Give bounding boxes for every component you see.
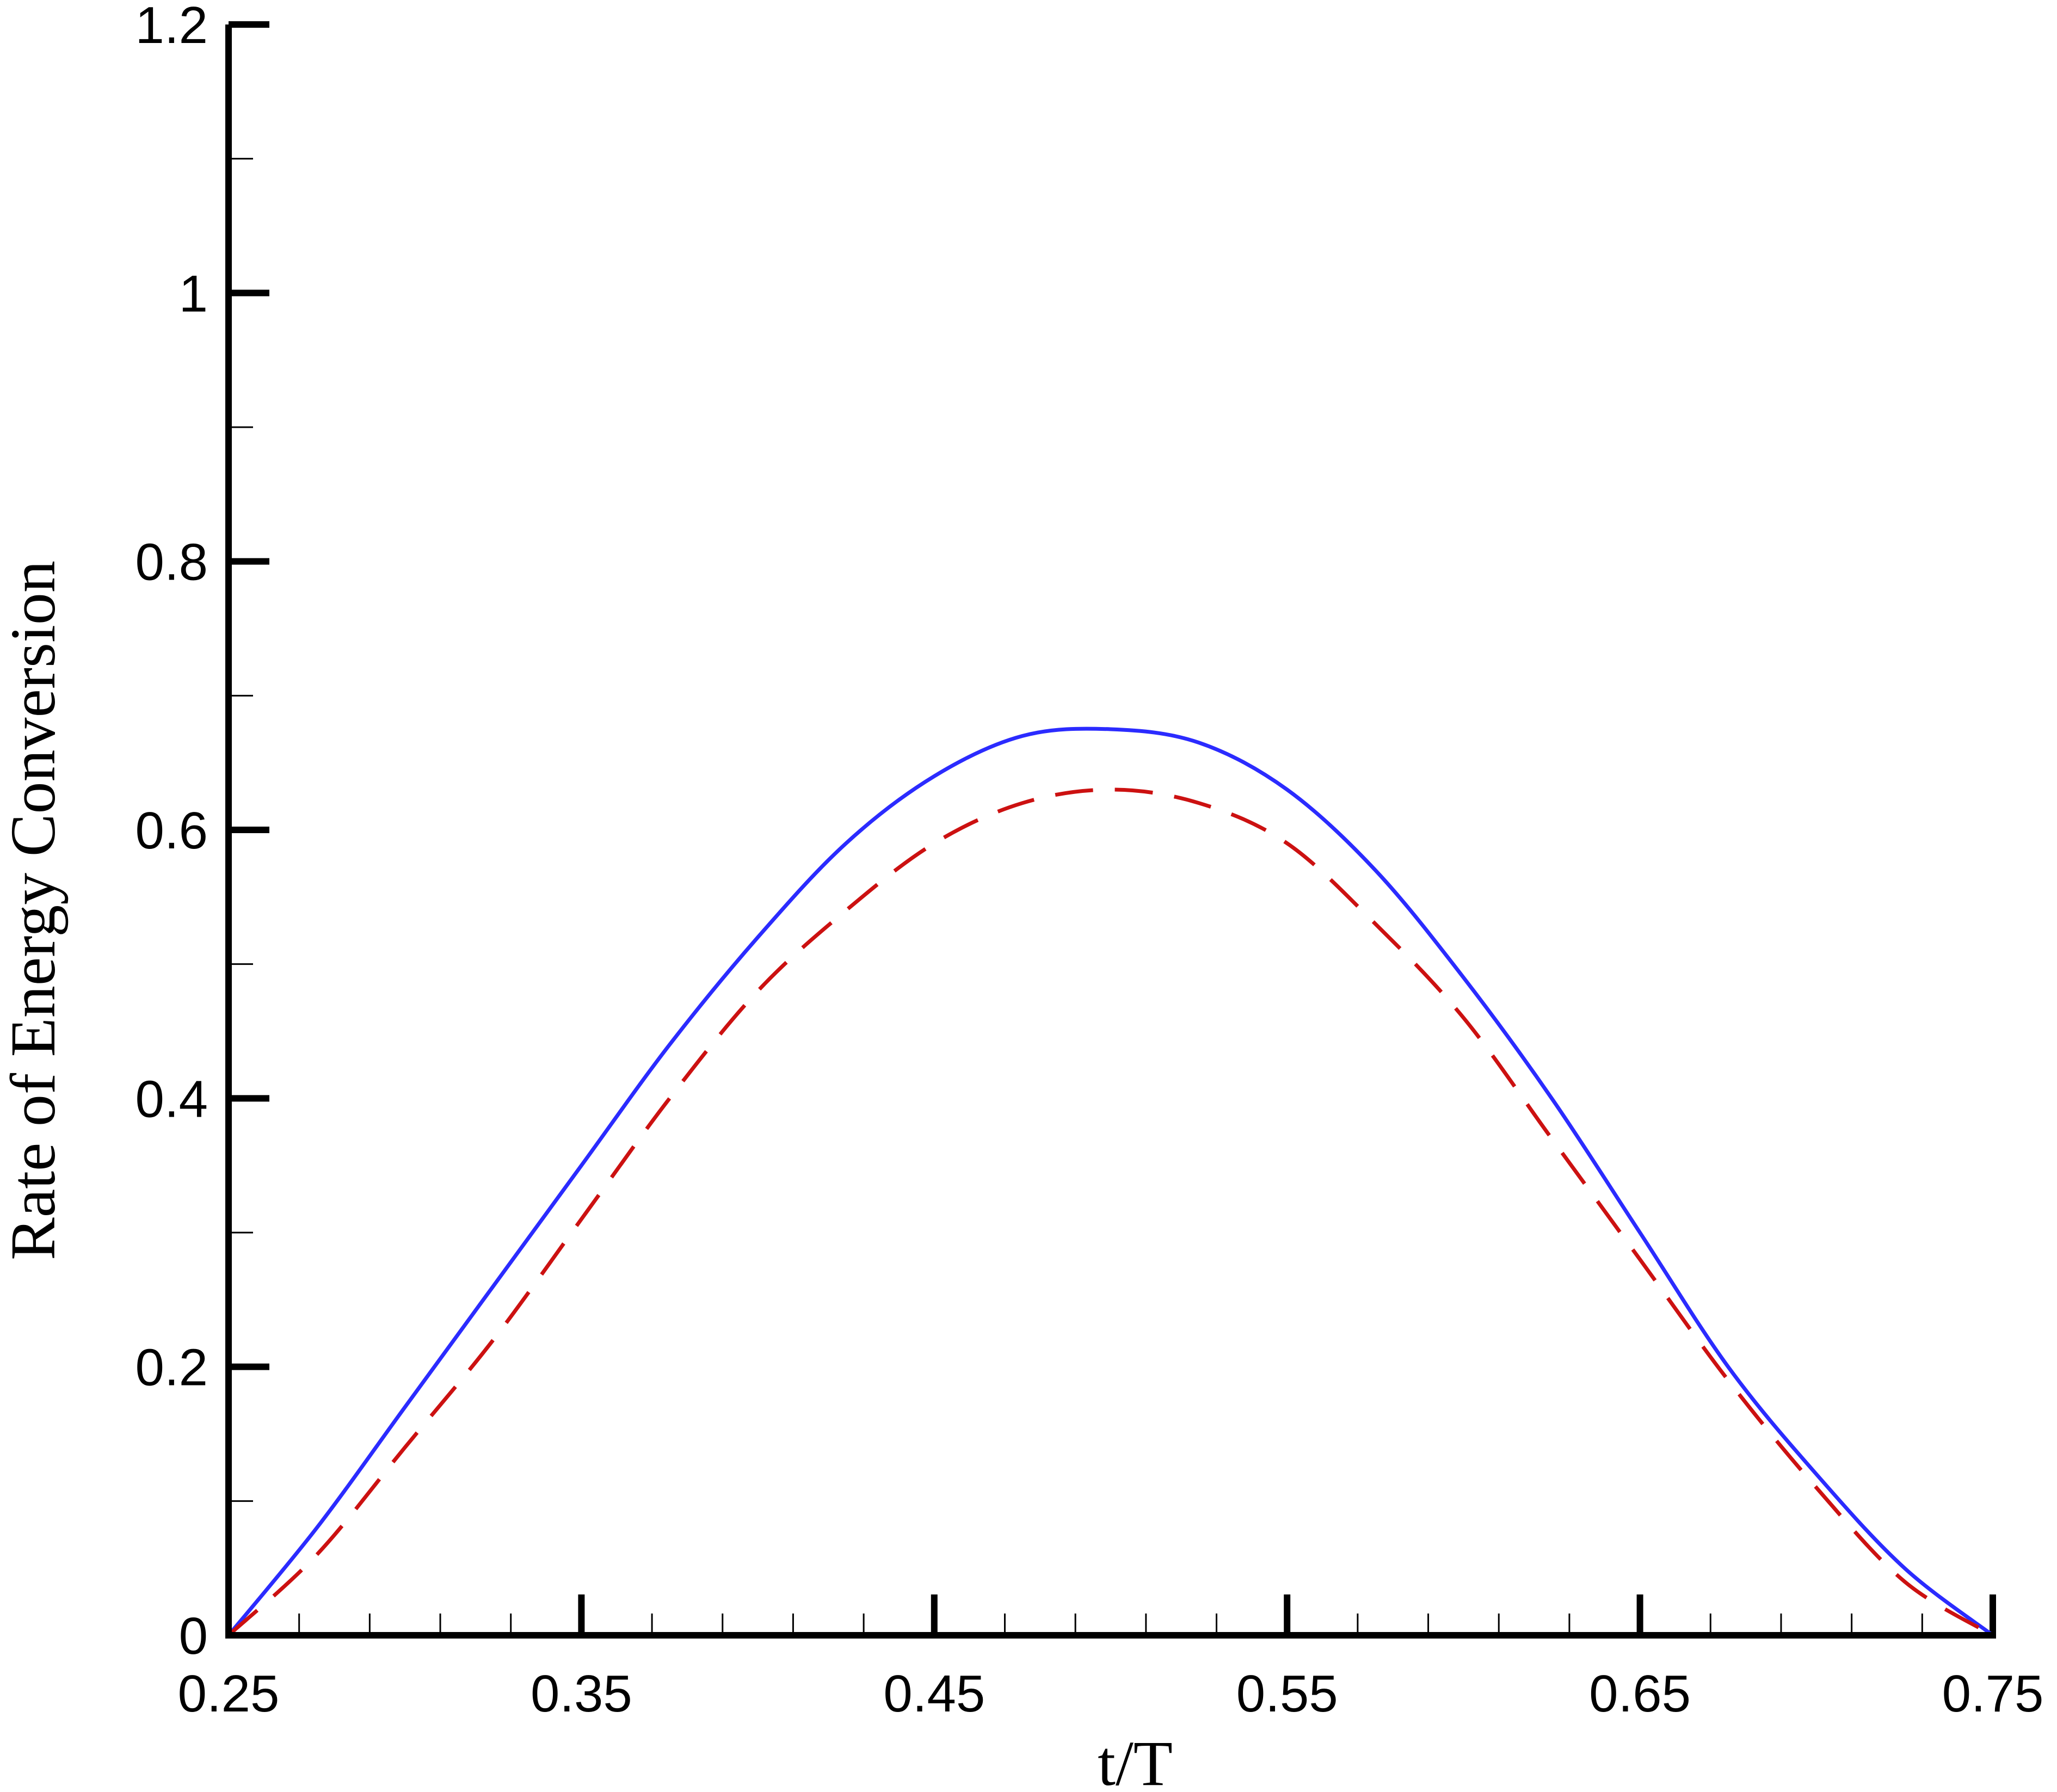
y-tick-label: 1 [179, 264, 208, 323]
y-tick-label: 0 [179, 1607, 208, 1665]
x-tick-label: 0.35 [531, 1665, 632, 1723]
y-axis-title: Rate of Energy Conversion [0, 561, 69, 1260]
x-tick-labels: 0.25 0.35 0.45 0.55 0.65 0.75 [178, 1665, 2044, 1723]
x-tick-label: 0.55 [1236, 1665, 1338, 1723]
x-axis-title: t/T [1098, 1728, 1173, 1792]
x-tick-label: 0.65 [1589, 1665, 1691, 1723]
minor-ticks [229, 158, 1923, 1635]
y-tick-label: 1.2 [136, 0, 208, 54]
x-tick-label: 0.25 [178, 1665, 280, 1723]
y-tick-label: 0.6 [136, 802, 208, 860]
x-tick-label: 0.75 [1942, 1665, 2044, 1723]
major-ticks [225, 21, 1996, 1639]
series-line-dashed [227, 787, 1994, 1637]
series-layer [227, 726, 1994, 1637]
y-tick-labels: 0 0.2 0.4 0.6 0.8 1 1.2 [136, 0, 208, 1665]
y-tick-label: 0.2 [136, 1339, 208, 1397]
y-tick-label: 0.8 [136, 533, 208, 592]
y-tick-label: 0.4 [136, 1070, 208, 1128]
x-tick-label: 0.45 [883, 1665, 985, 1723]
series-line-solid [227, 726, 1994, 1637]
